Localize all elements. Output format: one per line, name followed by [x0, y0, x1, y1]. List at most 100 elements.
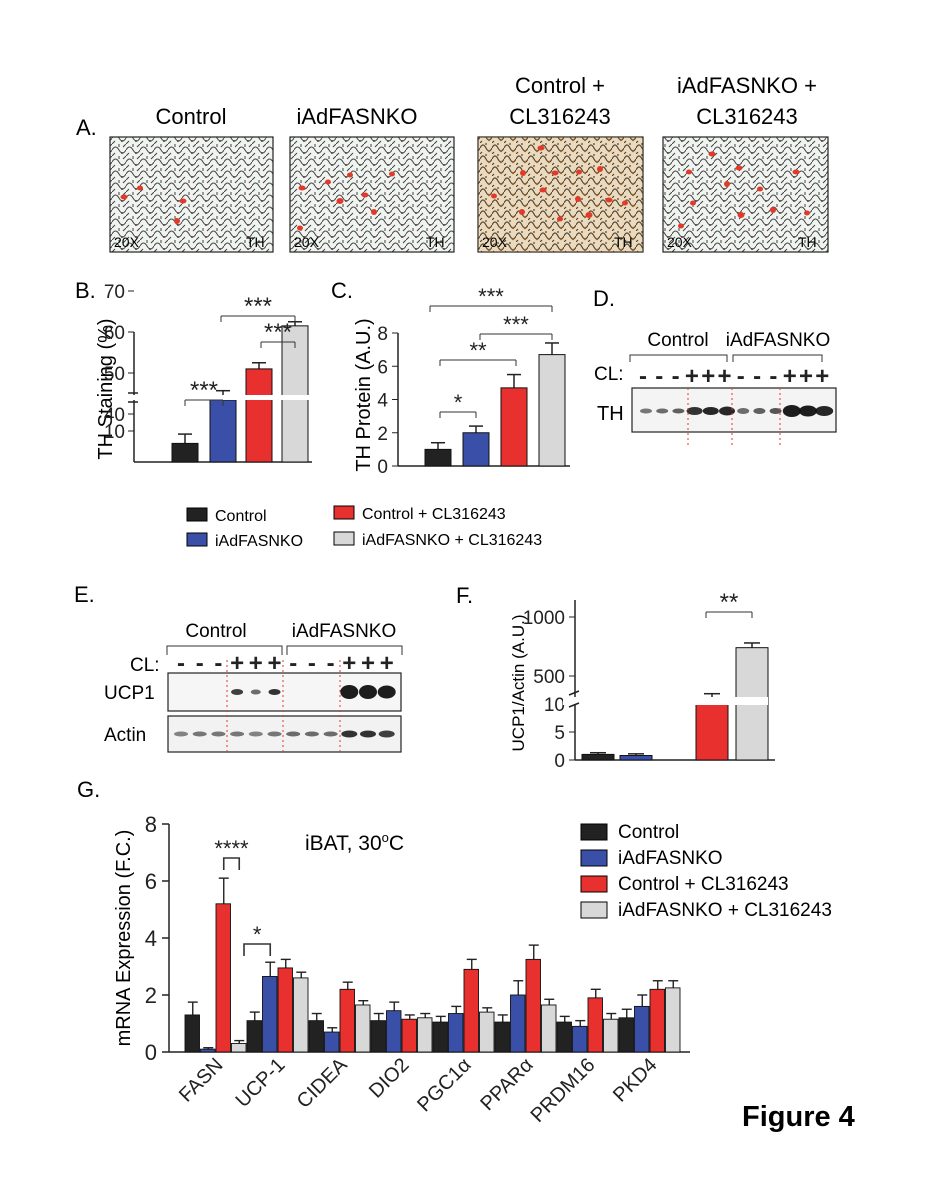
blot-band [341, 730, 358, 738]
panel-g-bar [370, 1020, 386, 1053]
blot-band [230, 731, 245, 737]
panel-c-ytick-label: 2 [377, 424, 388, 445]
panel-f-ytick-label: 1000 [523, 608, 565, 629]
panel-g-sig-bracket [222, 857, 241, 870]
panel-f-label: F. [456, 583, 473, 608]
stain-label: TH [614, 234, 633, 250]
panel-g-xtick-label: PGC1α [413, 1054, 475, 1116]
th-stain-spots [297, 171, 395, 231]
cl-mark: + [249, 650, 263, 677]
panel-d-group-ko: iAdFASNKO [726, 330, 831, 351]
panel-g-xtick-label: DIO2 [365, 1054, 414, 1103]
panel-b-bar [171, 442, 199, 463]
panel-a-title-3a: Control + [515, 73, 605, 98]
panel-g-bar [231, 1042, 247, 1053]
panel-e-group-control: Control [185, 621, 246, 642]
cl-mark: + [717, 363, 731, 390]
blot-band [815, 406, 834, 416]
panel-f-axis-break [563, 697, 768, 705]
micrograph-iadfasnko: 20X TH [289, 136, 455, 253]
panel-c-ytick-label: 4 [377, 391, 388, 412]
legend-g-label-control: Control [618, 822, 679, 843]
panel-g-bar [556, 1021, 572, 1053]
legend-swatch-control-cl [333, 505, 355, 520]
panel-b-sig-label: *** [190, 377, 218, 404]
cl-mark: - [308, 650, 316, 677]
blot-band [340, 685, 359, 699]
panel-g-bar [479, 1011, 495, 1053]
panel-f-bar [619, 755, 653, 761]
micrograph-control: 20X TH [109, 136, 274, 253]
panel-g-bar [200, 1048, 216, 1053]
cl-mark: - [327, 650, 335, 677]
panel-a-title-4b: CL316243 [696, 104, 798, 129]
panel-d-group-control: Control [647, 330, 708, 351]
panel-b-axis-break [122, 395, 312, 400]
blot-band [782, 405, 801, 417]
cl-mark: + [230, 650, 244, 677]
panel-g-bar [215, 903, 231, 1053]
panel-c-bar [424, 448, 452, 467]
panel-f-bar [581, 753, 615, 761]
panel-e: E. Control iAdFASNKO CL: - - - + + + - - - + + + UC… [74, 582, 403, 753]
figure-label: Figure 4 [742, 1101, 855, 1133]
panel-b-ytick-label: 60 [104, 323, 125, 344]
cl-mark: - [289, 650, 297, 677]
panel-g-ytick-label: 4 [145, 926, 157, 951]
blot-band [719, 406, 735, 416]
panel-g-bar [308, 1020, 324, 1053]
panel-e-blot-actin [167, 715, 402, 753]
cl-mark: - [655, 363, 663, 390]
panel-d-blot-th [631, 387, 837, 448]
panel-d: D. Control iAdFASNKO CL: - - - + + + - - - + + + TH [593, 286, 837, 448]
cl-mark: - [639, 363, 647, 390]
legend-label-ko-cl: iAdFASNKO + CL316243 [362, 532, 542, 549]
panel-e-row-ucp1: UCP1 [104, 683, 155, 704]
panel-b-ytick-label: 40 [104, 405, 125, 426]
blot-band [377, 685, 396, 699]
panel-c-ylabel: TH Protein (A.U.) [353, 318, 375, 471]
panel-g-bar [246, 1020, 262, 1053]
panel-b-sig-label: *** [264, 319, 292, 346]
panel-c-bar [538, 354, 566, 467]
panel-e-blot-ucp1 [167, 672, 402, 712]
panel-g-bar [494, 1021, 510, 1053]
micrograph-control-cl316243: 20X TH [477, 136, 644, 253]
legend-g: Control iAdFASNKO Control + CL316243 iAd… [580, 822, 832, 921]
cl-mark: + [361, 650, 375, 677]
panel-f-break-mark [568, 690, 580, 696]
magnification-label: 20X [114, 234, 140, 250]
panel-b-ylabel: TH Staining (%) [95, 318, 117, 459]
panel-c-ytick-label: 8 [377, 324, 388, 345]
blot-band [702, 407, 719, 415]
blot-band [248, 731, 263, 737]
panel-b-ytick-label: 70 [104, 282, 125, 303]
legend-g-swatch-ko-cl [580, 901, 608, 919]
panel-d-label: D. [593, 286, 615, 311]
panel-g-xtick-label: UCP-1 [232, 1054, 290, 1112]
panel-g-ytick-label: 6 [145, 869, 157, 894]
panel-g-xtick-label: PRDM16 [527, 1054, 600, 1127]
panel-g-bar [634, 1005, 650, 1053]
panel-c-bar [500, 387, 528, 467]
blot-band [250, 689, 261, 695]
magnification-label: 20X [294, 234, 320, 250]
panel-g-ytick-label: 0 [145, 1040, 157, 1065]
blot-band [359, 685, 377, 699]
legend-g-label-ko: iAdFASNKO [618, 848, 723, 869]
blot-band [640, 408, 652, 414]
blot-band [174, 731, 188, 737]
legend-bc: Control iAdFASNKO Control + CL316243 iAd… [186, 505, 542, 550]
panel-c-sig-label: * [454, 390, 463, 415]
blot-band [799, 405, 817, 417]
panel-a-title-1: Control [156, 104, 227, 129]
panel-f-bar [695, 699, 729, 761]
blot-band [737, 408, 750, 414]
magnification-label: 20X [667, 234, 693, 250]
panel-f-sig-label: ** [720, 589, 739, 616]
panel-c-sig-label: ** [469, 338, 487, 363]
cl-mark: - [769, 363, 777, 390]
panel-g-bar [432, 1021, 448, 1053]
